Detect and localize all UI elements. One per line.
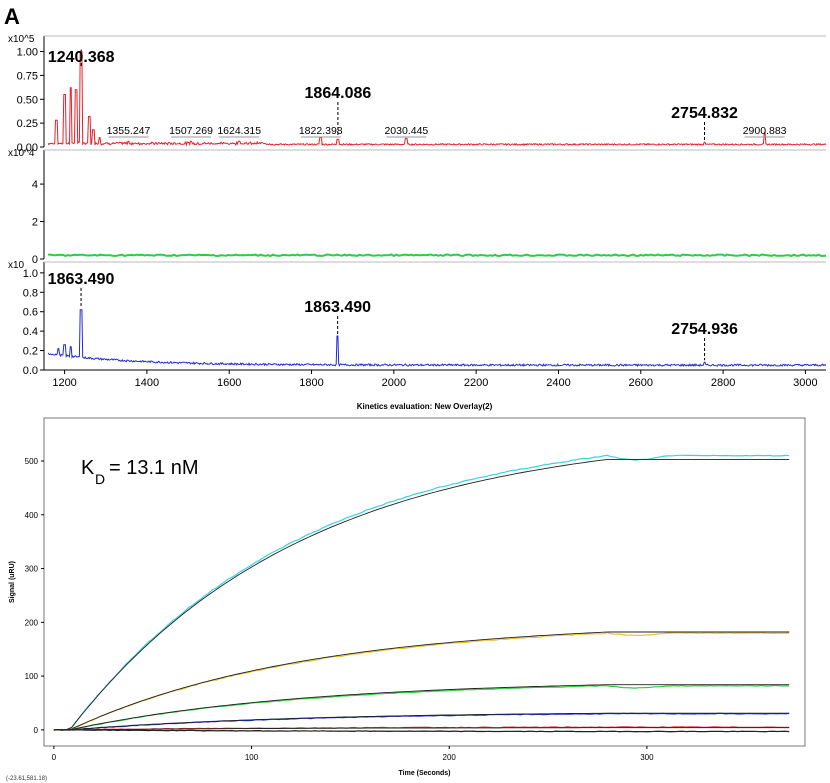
minor-peak-label: 1507.269 (169, 125, 213, 137)
minor-peak-label: 1822.398 (299, 125, 343, 137)
y-tick-label: 2 (32, 217, 38, 229)
peak-label: 1863.490 (48, 271, 115, 288)
x-tick-label: 2200 (464, 377, 488, 389)
spectrum-trace-green (48, 253, 827, 258)
y-tick-label: 0.8 (23, 287, 38, 299)
kd-annotation-value: = 13.1 nM (109, 457, 199, 479)
fit-curve (53, 631, 790, 731)
kd-annotation-subscript: D (95, 471, 105, 487)
kinetics-chart: Kinetics evaluation: New Overlay(2) 0 100 2… (6, 402, 806, 782)
cursor-coordinates: (-23.61,581.18) (6, 776, 47, 782)
x-tick-label: 2400 (546, 377, 570, 389)
y-tick-label: 0.50 (17, 94, 38, 106)
x-tick-label: 1200 (52, 377, 76, 389)
peak-label: 1864.086 (305, 85, 372, 102)
minor-peak-label: 1624.315 (217, 125, 261, 137)
y-tick-label: 0.4 (23, 326, 38, 338)
x-tick-label: 300 (640, 753, 654, 762)
x-tick-label: 1800 (299, 377, 323, 389)
fit-curve (53, 727, 790, 731)
spectrum-trace (47, 309, 827, 368)
plot-frame (43, 417, 806, 747)
fit-curve (53, 729, 790, 732)
exponent-label: x10^4 (8, 148, 35, 159)
chart-title: Kinetics evaluation: New Overlay(2) (357, 402, 493, 411)
x-tick-label: 3000 (793, 377, 817, 389)
x-tick-label: 2800 (711, 377, 735, 389)
x-tick-label: 2000 (382, 377, 406, 389)
panel-label: A (4, 4, 20, 29)
fit-curve (53, 684, 790, 731)
y-tick-label: 0 (32, 254, 38, 266)
y-tick-label: 0.6 (23, 307, 38, 319)
y-tick-label: 0 (34, 726, 39, 735)
mass-spectrum-chart: 0.000.250.500.751.00x10^51240.3681864.08… (8, 34, 827, 389)
y-tick-label: 400 (25, 511, 39, 520)
sensorgram-curve (53, 684, 790, 731)
x-tick-label: 0 (52, 753, 57, 762)
x-tick-label: 200 (443, 753, 457, 762)
kd-annotation-main: K (81, 457, 95, 479)
fit-curve (53, 458, 790, 731)
x-tick-label: 1600 (217, 377, 241, 389)
exponent-label: x10 (8, 260, 25, 271)
y-tick-label: 0.2 (23, 346, 38, 358)
x-axis-label: Time (Seconds) (399, 770, 451, 777)
y-tick-label: 0.75 (17, 70, 38, 82)
y-tick-label: 100 (25, 672, 39, 681)
minor-peak-label: 2900.883 (743, 125, 787, 137)
fit-curve (53, 712, 790, 731)
y-tick-label: 200 (25, 618, 39, 627)
y-axis-label: Signal (uRU) (9, 561, 16, 603)
peak-label: 1240.368 (48, 49, 115, 66)
peak-label: 2754.832 (671, 105, 738, 122)
y-tick-label: 0.0 (23, 365, 38, 377)
x-tick-label: 1400 (135, 377, 159, 389)
y-tick-label: 0.25 (17, 118, 38, 130)
y-tick-label: 1.00 (17, 47, 38, 59)
exponent-label: x10^5 (8, 34, 35, 45)
y-tick-label: 500 (25, 457, 39, 466)
x-tick-label: 2600 (629, 377, 653, 389)
minor-peak-label: 1355.247 (107, 125, 151, 137)
x-tick-label: 100 (245, 753, 259, 762)
minor-peak-label: 2030.445 (384, 125, 428, 137)
y-tick-label: 4 (32, 179, 38, 191)
y-tick-label: 1.0 (23, 268, 38, 280)
peak-label: 2754.936 (671, 321, 738, 338)
y-tick-label: 0.00 (17, 142, 38, 154)
sensorgram-curve (53, 454, 790, 731)
y-tick-label: 300 (25, 565, 39, 574)
peak-label: 1863.490 (304, 299, 371, 316)
spectrum-trace (47, 51, 827, 147)
